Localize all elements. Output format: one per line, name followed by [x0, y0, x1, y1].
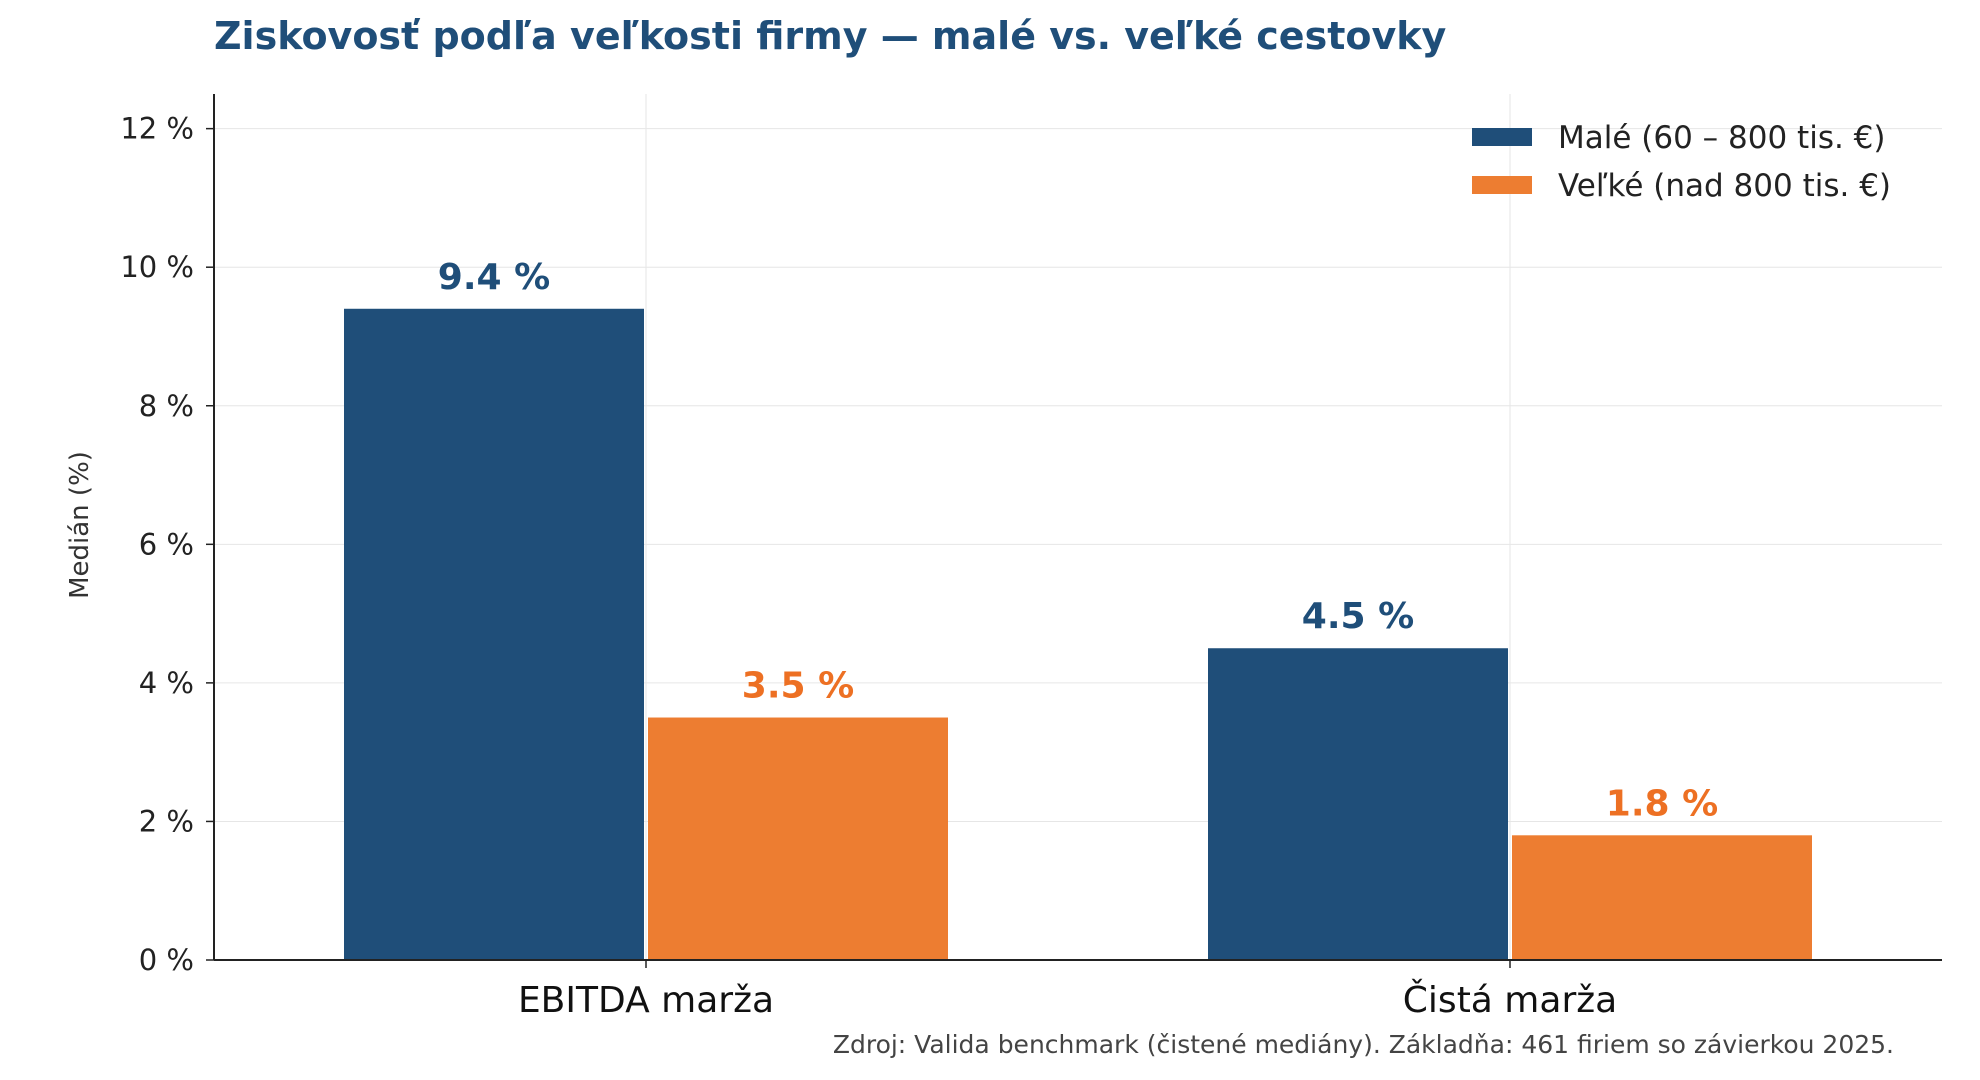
y-tick-label: 2 % [139, 804, 194, 838]
legend-swatch [1472, 176, 1532, 194]
bar-value-label: 1.8 % [1606, 783, 1718, 824]
x-tick-label: Čistá marža [1403, 979, 1617, 1021]
legend-label: Malé (60 – 800 tis. €) [1558, 120, 1886, 156]
y-tick-label: 0 % [139, 943, 194, 977]
y-axis-label: Medián (%) [65, 451, 95, 599]
bar-value-label: 4.5 % [1302, 596, 1414, 637]
bar [1512, 835, 1812, 960]
legend-swatch [1472, 128, 1532, 146]
bar [1208, 648, 1508, 960]
bar-value-label: 9.4 % [438, 257, 550, 298]
y-tick-label: 10 % [120, 250, 194, 284]
axes: 0 % 2 % 4 % 6 % 8 % 10 % 12 % EBITDA marža Čistá… [120, 94, 1942, 1021]
data-labels: 9.4 % 3.5 % 4.5 % 1.8 % [438, 257, 1718, 825]
legend: Malé (60 – 800 tis. €) Veľké (nad 800 tis… [1472, 120, 1891, 204]
bars [344, 308, 1812, 960]
legend-label: Veľké (nad 800 tis. €) [1558, 168, 1891, 204]
bar-value-label: 3.5 % [742, 666, 854, 707]
bar [648, 717, 948, 960]
source-note: Zdroj: Valida benchmark (čistené mediány… [832, 1030, 1894, 1059]
y-tick-label: 4 % [139, 666, 194, 700]
y-tick-label: 12 % [120, 112, 194, 146]
x-tick-label: EBITDA marža [518, 980, 774, 1021]
bar [344, 308, 644, 960]
y-tick-label: 8 % [139, 389, 194, 423]
chart-title: Ziskovosť podľa veľkosti firmy — malé vs… [214, 14, 1447, 58]
y-tick-label: 6 % [139, 527, 194, 561]
